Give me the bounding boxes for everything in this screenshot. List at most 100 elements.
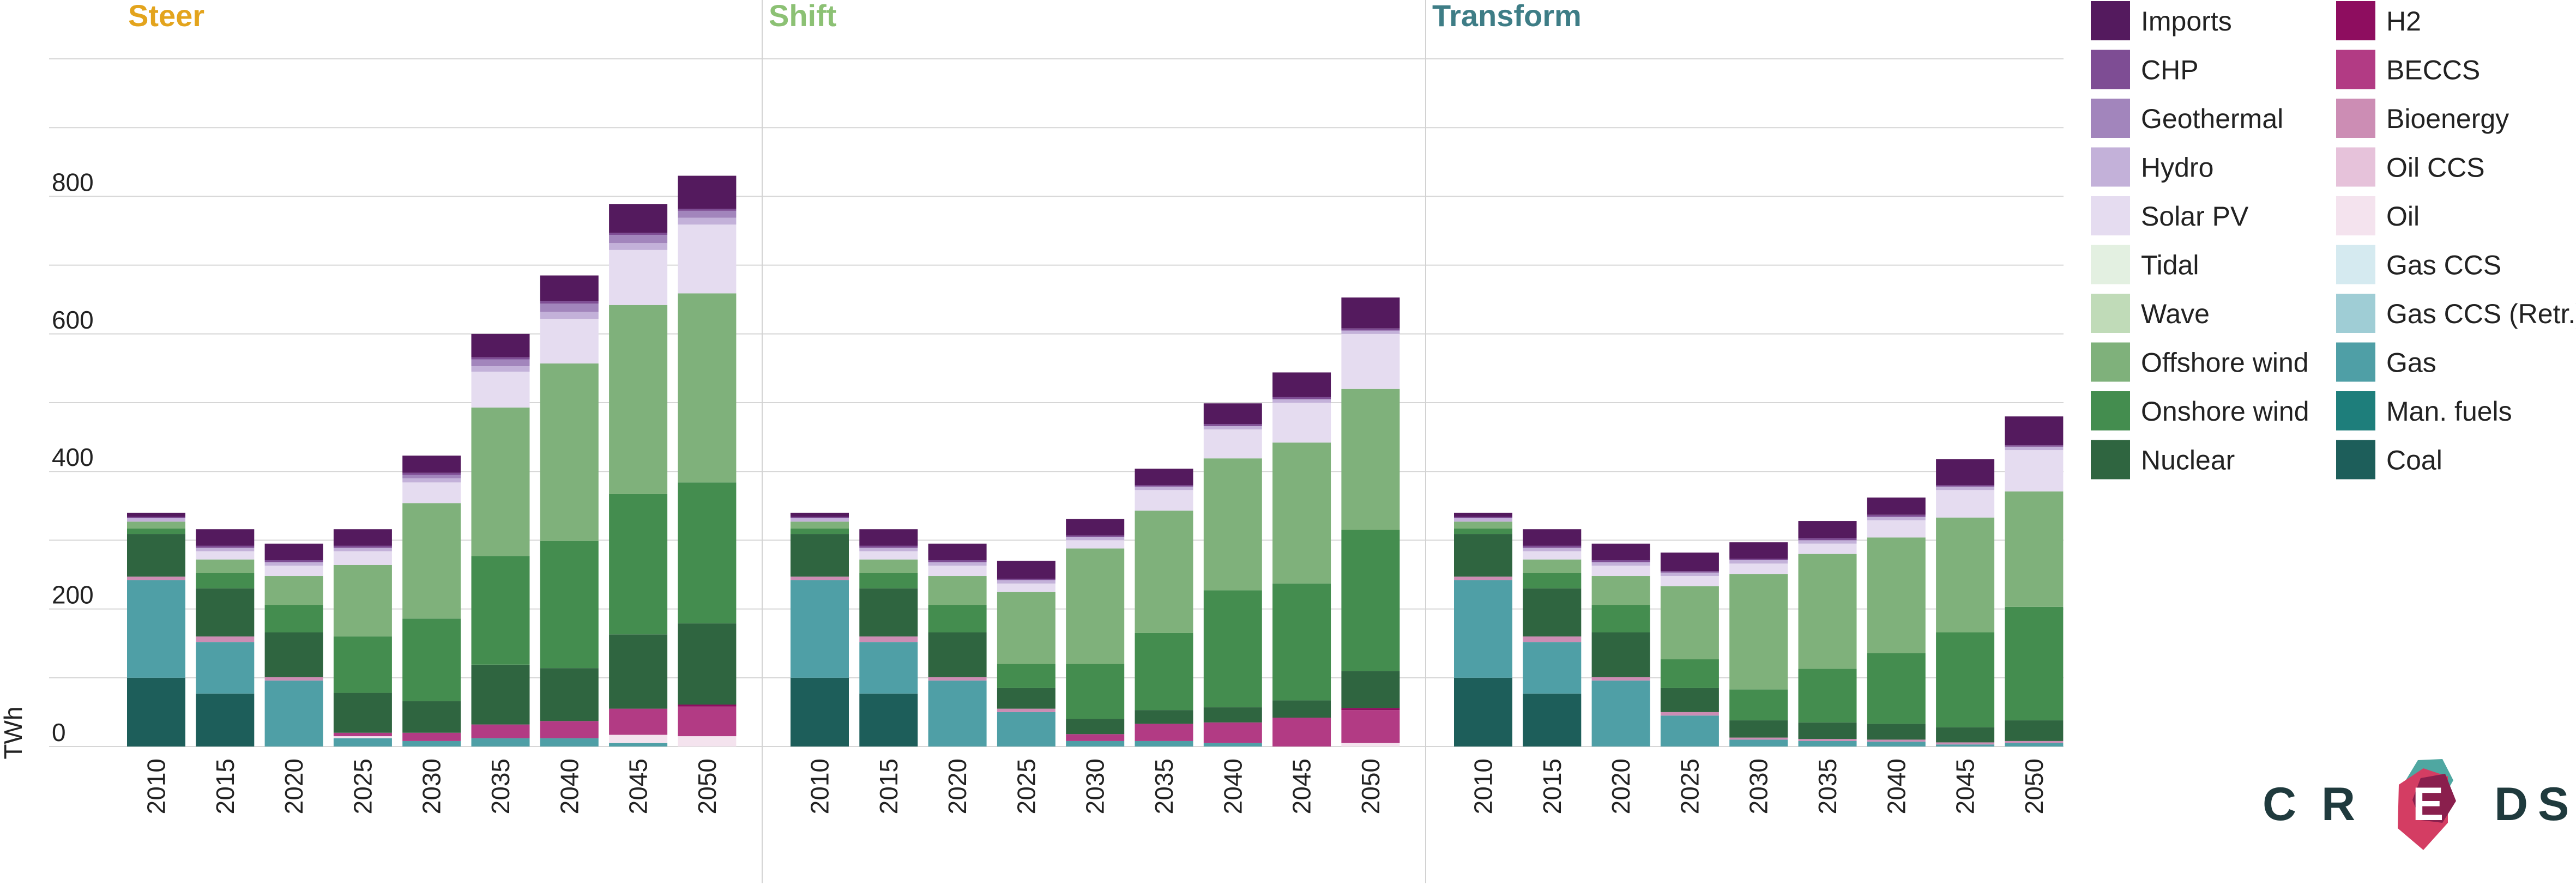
bar-segment-gas bbox=[928, 680, 987, 747]
x-tick-label: 2045 bbox=[1951, 758, 1980, 814]
bar-segment-onshore-wind bbox=[196, 573, 255, 588]
bar-segment-bioenergy bbox=[1523, 636, 1582, 642]
bar-segment-imports bbox=[196, 529, 255, 546]
bar-segment-imports bbox=[1066, 519, 1125, 536]
bar-segment-onshore-wind bbox=[402, 618, 461, 701]
bar-segment-offshore-wind bbox=[859, 559, 918, 573]
bar-segment-solar-pv bbox=[1523, 551, 1582, 560]
bar-segment-nuclear bbox=[196, 588, 255, 637]
bar-segment-nuclear bbox=[1660, 688, 1719, 712]
bar-segment-hydro bbox=[471, 366, 530, 372]
legend-label-man-fuels: Man. fuels bbox=[2386, 396, 2512, 427]
bar-segment-beccs bbox=[540, 721, 599, 738]
y-axis: 0 200 400 600 800 bbox=[52, 168, 94, 747]
legend-label-gas: Gas bbox=[2386, 348, 2436, 378]
bar-segment-imports bbox=[127, 512, 185, 517]
bar-segment-onshore-wind bbox=[928, 605, 987, 633]
bar-segment-offshore-wind bbox=[1798, 554, 1857, 669]
bar-segment-chp bbox=[2005, 445, 2064, 447]
bar-segment-gas bbox=[1867, 742, 1926, 747]
bar-segment-hydro bbox=[1272, 399, 1331, 403]
bar-segment-chp bbox=[1135, 485, 1193, 487]
bar-segment-solar-pv bbox=[196, 551, 255, 560]
bar-segment-nuclear bbox=[402, 701, 461, 733]
legend-item-bioenergy: Bioenergy bbox=[2336, 99, 2509, 138]
legend-label-chp: CHP bbox=[2141, 55, 2199, 86]
bar-segment-chp bbox=[196, 545, 255, 548]
legend-item-coal: Coal bbox=[2336, 440, 2442, 480]
bar-segment-solar-pv bbox=[471, 372, 530, 408]
bar-segment-offshore-wind bbox=[333, 565, 392, 637]
bar-segment-gas bbox=[1135, 741, 1193, 747]
legend-item-h2: H2 bbox=[2336, 1, 2421, 40]
bar-segment-onshore-wind bbox=[1660, 659, 1719, 688]
bar-segment-bioenergy bbox=[1660, 712, 1719, 716]
legend-item-chp: CHP bbox=[2091, 50, 2199, 89]
bar-segment-bioenergy bbox=[264, 677, 323, 681]
bar-segment-chp bbox=[1341, 328, 1400, 331]
x-tick-label: 2030 bbox=[418, 758, 446, 814]
bar-segment-nuclear bbox=[1729, 720, 1788, 738]
bar-segment-bioenergy bbox=[859, 636, 918, 642]
panel-shift: Shift 2010 2015 2020 2025 2030 2035 2040 2045 205… bbox=[769, 0, 1400, 814]
bar-segment-chp bbox=[540, 301, 599, 304]
bar-segment-imports bbox=[2005, 416, 2064, 446]
bar-segment-gas bbox=[859, 642, 918, 694]
x-tick-label: 2035 bbox=[1813, 758, 1842, 814]
bar-segment-onshore-wind bbox=[127, 528, 185, 535]
bar-segment-hydro bbox=[791, 518, 849, 522]
bar-segment-offshore-wind bbox=[127, 521, 185, 529]
bar-segment-nuclear bbox=[2005, 720, 2064, 741]
legend-item-man-fuels: Man. fuels bbox=[2336, 391, 2512, 430]
bar-segment-beccs bbox=[1203, 722, 1262, 743]
bar-segment-chp bbox=[264, 560, 323, 562]
bar-segment-h2 bbox=[1341, 708, 1400, 711]
bar-segment-onshore-wind bbox=[333, 636, 392, 693]
bar-segment-hydro bbox=[196, 548, 255, 551]
bar-segment-gas bbox=[791, 580, 849, 678]
bar-segment-hydro bbox=[1135, 486, 1193, 490]
bar-segment-hydro bbox=[2005, 446, 2064, 451]
bar-segment-gas bbox=[127, 580, 185, 678]
legend-swatch-man-fuels bbox=[2336, 391, 2375, 430]
bar-segment-gas bbox=[1523, 642, 1582, 694]
bar-segment-hydro bbox=[1454, 518, 1512, 522]
legend-swatch-oil-ccs bbox=[2336, 147, 2375, 187]
bar-segment-onshore-wind bbox=[2005, 606, 2064, 721]
bar-segment-onshore-wind bbox=[1135, 633, 1193, 711]
bar-segment-onshore-wind bbox=[1066, 664, 1125, 719]
bar-segment-nuclear bbox=[859, 588, 918, 637]
bar-segment-imports bbox=[859, 529, 918, 546]
legend-swatch-tidal bbox=[2091, 245, 2130, 284]
bar-segment-nuclear bbox=[1867, 724, 1926, 740]
bar-segment-geothermal bbox=[471, 359, 530, 367]
bar-segment-chp bbox=[859, 545, 918, 548]
bar-segment-onshore-wind bbox=[1454, 528, 1512, 535]
bar-segment-solar-pv bbox=[1272, 403, 1331, 443]
bar-segment-offshore-wind bbox=[264, 576, 323, 605]
legend-item-oil: Oil bbox=[2336, 196, 2420, 235]
bar-segment-chp bbox=[997, 579, 1055, 580]
bar-segment-onshore-wind bbox=[1936, 632, 1995, 727]
legend-item-hydro: Hydro bbox=[2091, 147, 2213, 187]
bar-segment-nuclear bbox=[1135, 710, 1193, 724]
x-tick-label: 2045 bbox=[624, 758, 653, 814]
bar-segment-nuclear bbox=[333, 693, 392, 733]
bar-segment-gas bbox=[1798, 741, 1857, 747]
legend-swatch-gas bbox=[2336, 342, 2375, 382]
bar-segment-chp bbox=[791, 517, 849, 519]
bar-segment-chp bbox=[1729, 559, 1788, 560]
legend-label-gas-ccs-retr: Gas CCS (Retr.) bbox=[2386, 299, 2576, 329]
x-tick-label: 2050 bbox=[2020, 758, 2048, 814]
bar-segment-hydro bbox=[540, 312, 599, 319]
bar-segment-gas bbox=[2005, 743, 2064, 747]
legend-swatch-offshore-wind bbox=[2091, 342, 2130, 382]
bar-segment-offshore-wind bbox=[402, 503, 461, 619]
bar-segment-nuclear bbox=[1798, 722, 1857, 739]
bar-segment-geothermal bbox=[609, 235, 668, 244]
bar-segment-oil bbox=[1341, 743, 1400, 747]
bar-segment-beccs bbox=[1341, 710, 1400, 743]
bar-segment-onshore-wind bbox=[1203, 590, 1262, 708]
bar-segment-hydro bbox=[1523, 548, 1582, 551]
bar-segment-gas bbox=[609, 743, 668, 747]
